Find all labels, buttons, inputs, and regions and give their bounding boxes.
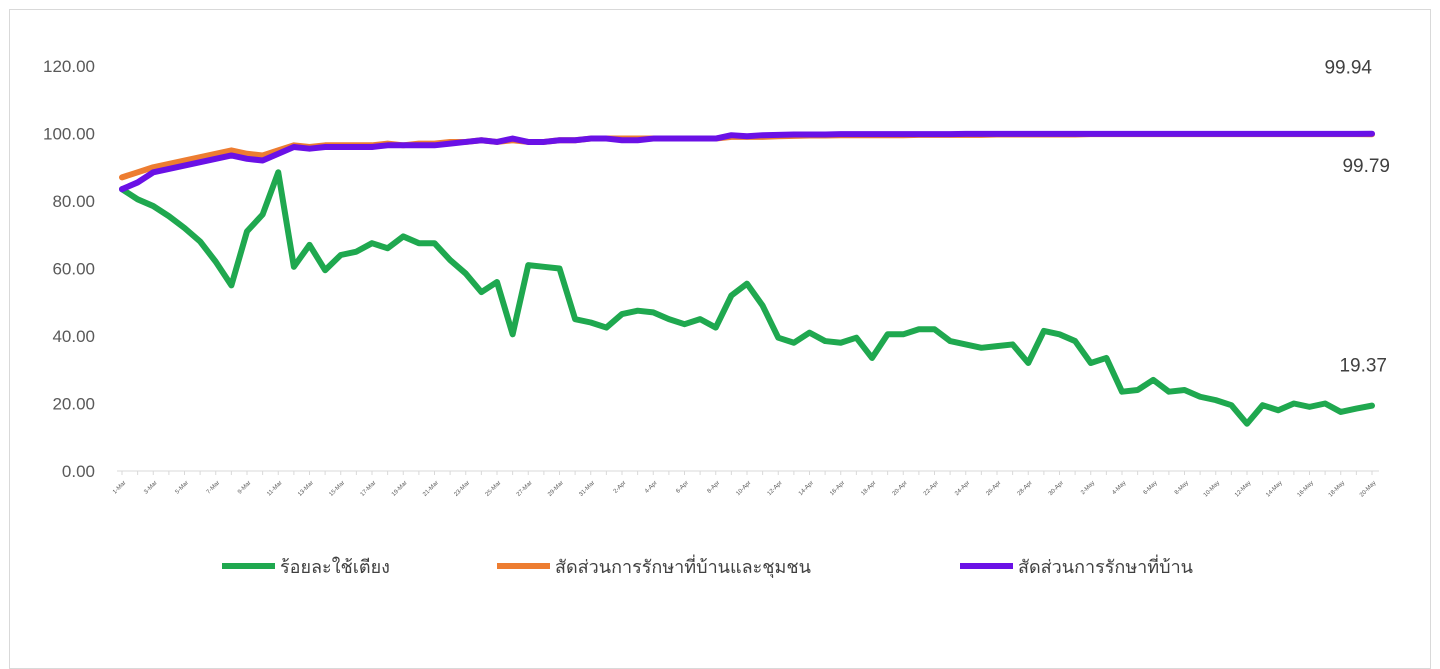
x-tick-label: 12-Apr	[767, 480, 784, 497]
series-line-2	[119, 130, 1375, 193]
x-axis: 1-Mar 3-Mar 5-Mar 7-Mar 9-Mar 11-Mar 13-Mar 15-…	[112, 470, 1379, 499]
x-tick-label: 16-May	[1297, 480, 1315, 498]
x-tick-label: 29-Mar	[547, 480, 565, 498]
x-tick-label: 14-May	[1265, 480, 1283, 498]
y-tick-label: 120.00	[43, 57, 95, 76]
x-tick-label: 30-Apr	[1048, 480, 1065, 497]
x-tick-label: 11-Mar	[266, 480, 283, 497]
x-tick-label: 8-Apr	[707, 480, 722, 495]
y-tick-label: 0.00	[62, 462, 95, 481]
y-tick-label: 60.00	[52, 260, 95, 279]
x-tick-label: 27-Mar	[516, 480, 534, 498]
x-tick-label: 8-May	[1174, 480, 1190, 496]
x-tick-label: 20-Apr	[892, 480, 909, 497]
data-labels: 99.94 99.79 19.37	[1324, 58, 1390, 377]
x-tick-label: 6-May	[1143, 480, 1159, 496]
y-tick-label: 20.00	[52, 395, 95, 414]
x-tick-label: 2-May	[1080, 480, 1096, 496]
x-tick-label: 19-Mar	[391, 480, 409, 498]
legend-label: สัดส่วนการรักษาที่บ้าน	[1018, 554, 1193, 578]
x-tick-label: 15-Mar	[328, 480, 346, 498]
x-tick-label: 7-Mar	[206, 480, 221, 495]
x-tick-label: 3-Mar	[143, 480, 158, 495]
x-tick-label: 24-Apr	[954, 480, 971, 497]
x-tick-label: 18-May	[1328, 480, 1346, 498]
x-tick-label: 1-Mar	[112, 480, 127, 495]
x-tick-label: 4-May	[1111, 480, 1127, 496]
x-tick-label: 20-May	[1359, 480, 1377, 498]
legend-label: สัดส่วนการรักษาที่บ้านและชุมชน	[555, 554, 811, 578]
data-label: 99.79	[1342, 156, 1390, 177]
series-line-1	[119, 131, 1375, 181]
data-label: 19.37	[1339, 356, 1387, 377]
x-tick-label: 14-Apr	[798, 480, 815, 497]
y-tick-label: 40.00	[52, 327, 95, 346]
series-lines	[119, 130, 1375, 427]
legend-label: ร้อยละใช้เตียง	[280, 556, 390, 578]
x-tick-label: 25-Mar	[485, 480, 503, 498]
x-tick-label: 21-Mar	[422, 480, 440, 498]
x-tick-label: 16-Apr	[829, 480, 846, 497]
x-tick-label: 13-Mar	[297, 480, 315, 498]
line-chart: 0.00 20.00 40.00 60.00 80.00 100.00 120.00 1-M…	[43, 57, 1390, 578]
x-tick-label: 5-Mar	[175, 480, 190, 495]
x-tick-label: 26-Apr	[985, 480, 1002, 497]
x-tick-label: 31-Mar	[578, 480, 596, 498]
y-tick-label: 100.00	[43, 125, 95, 144]
x-tick-label: 28-Apr	[1017, 480, 1034, 497]
y-tick-label: 80.00	[52, 192, 95, 211]
x-tick-label: 18-Apr	[860, 480, 877, 497]
y-axis: 0.00 20.00 40.00 60.00 80.00 100.00 120.00	[43, 57, 95, 481]
data-label: 99.94	[1324, 58, 1372, 79]
x-tick-label: 6-Apr	[675, 480, 690, 495]
x-tick-label: 23-Mar	[453, 480, 471, 498]
x-tick-label: 10-Apr	[735, 480, 752, 497]
series-line-0	[119, 169, 1375, 427]
x-tick-label: 10-May	[1203, 480, 1221, 498]
x-tick-label: 4-Apr	[644, 480, 659, 495]
x-tick-label: 17-Mar	[360, 480, 378, 498]
chart-frame	[9, 9, 1431, 669]
x-tick-label: 12-May	[1234, 480, 1252, 498]
x-tick-label: 9-Mar	[237, 480, 252, 495]
x-tick-label: 22-Apr	[923, 480, 940, 497]
x-tick-label: 2-Apr	[613, 480, 628, 495]
legend: ร้อยละใช้เตียง สัดส่วนการรักษาที่บ้านและช…	[222, 554, 1193, 578]
